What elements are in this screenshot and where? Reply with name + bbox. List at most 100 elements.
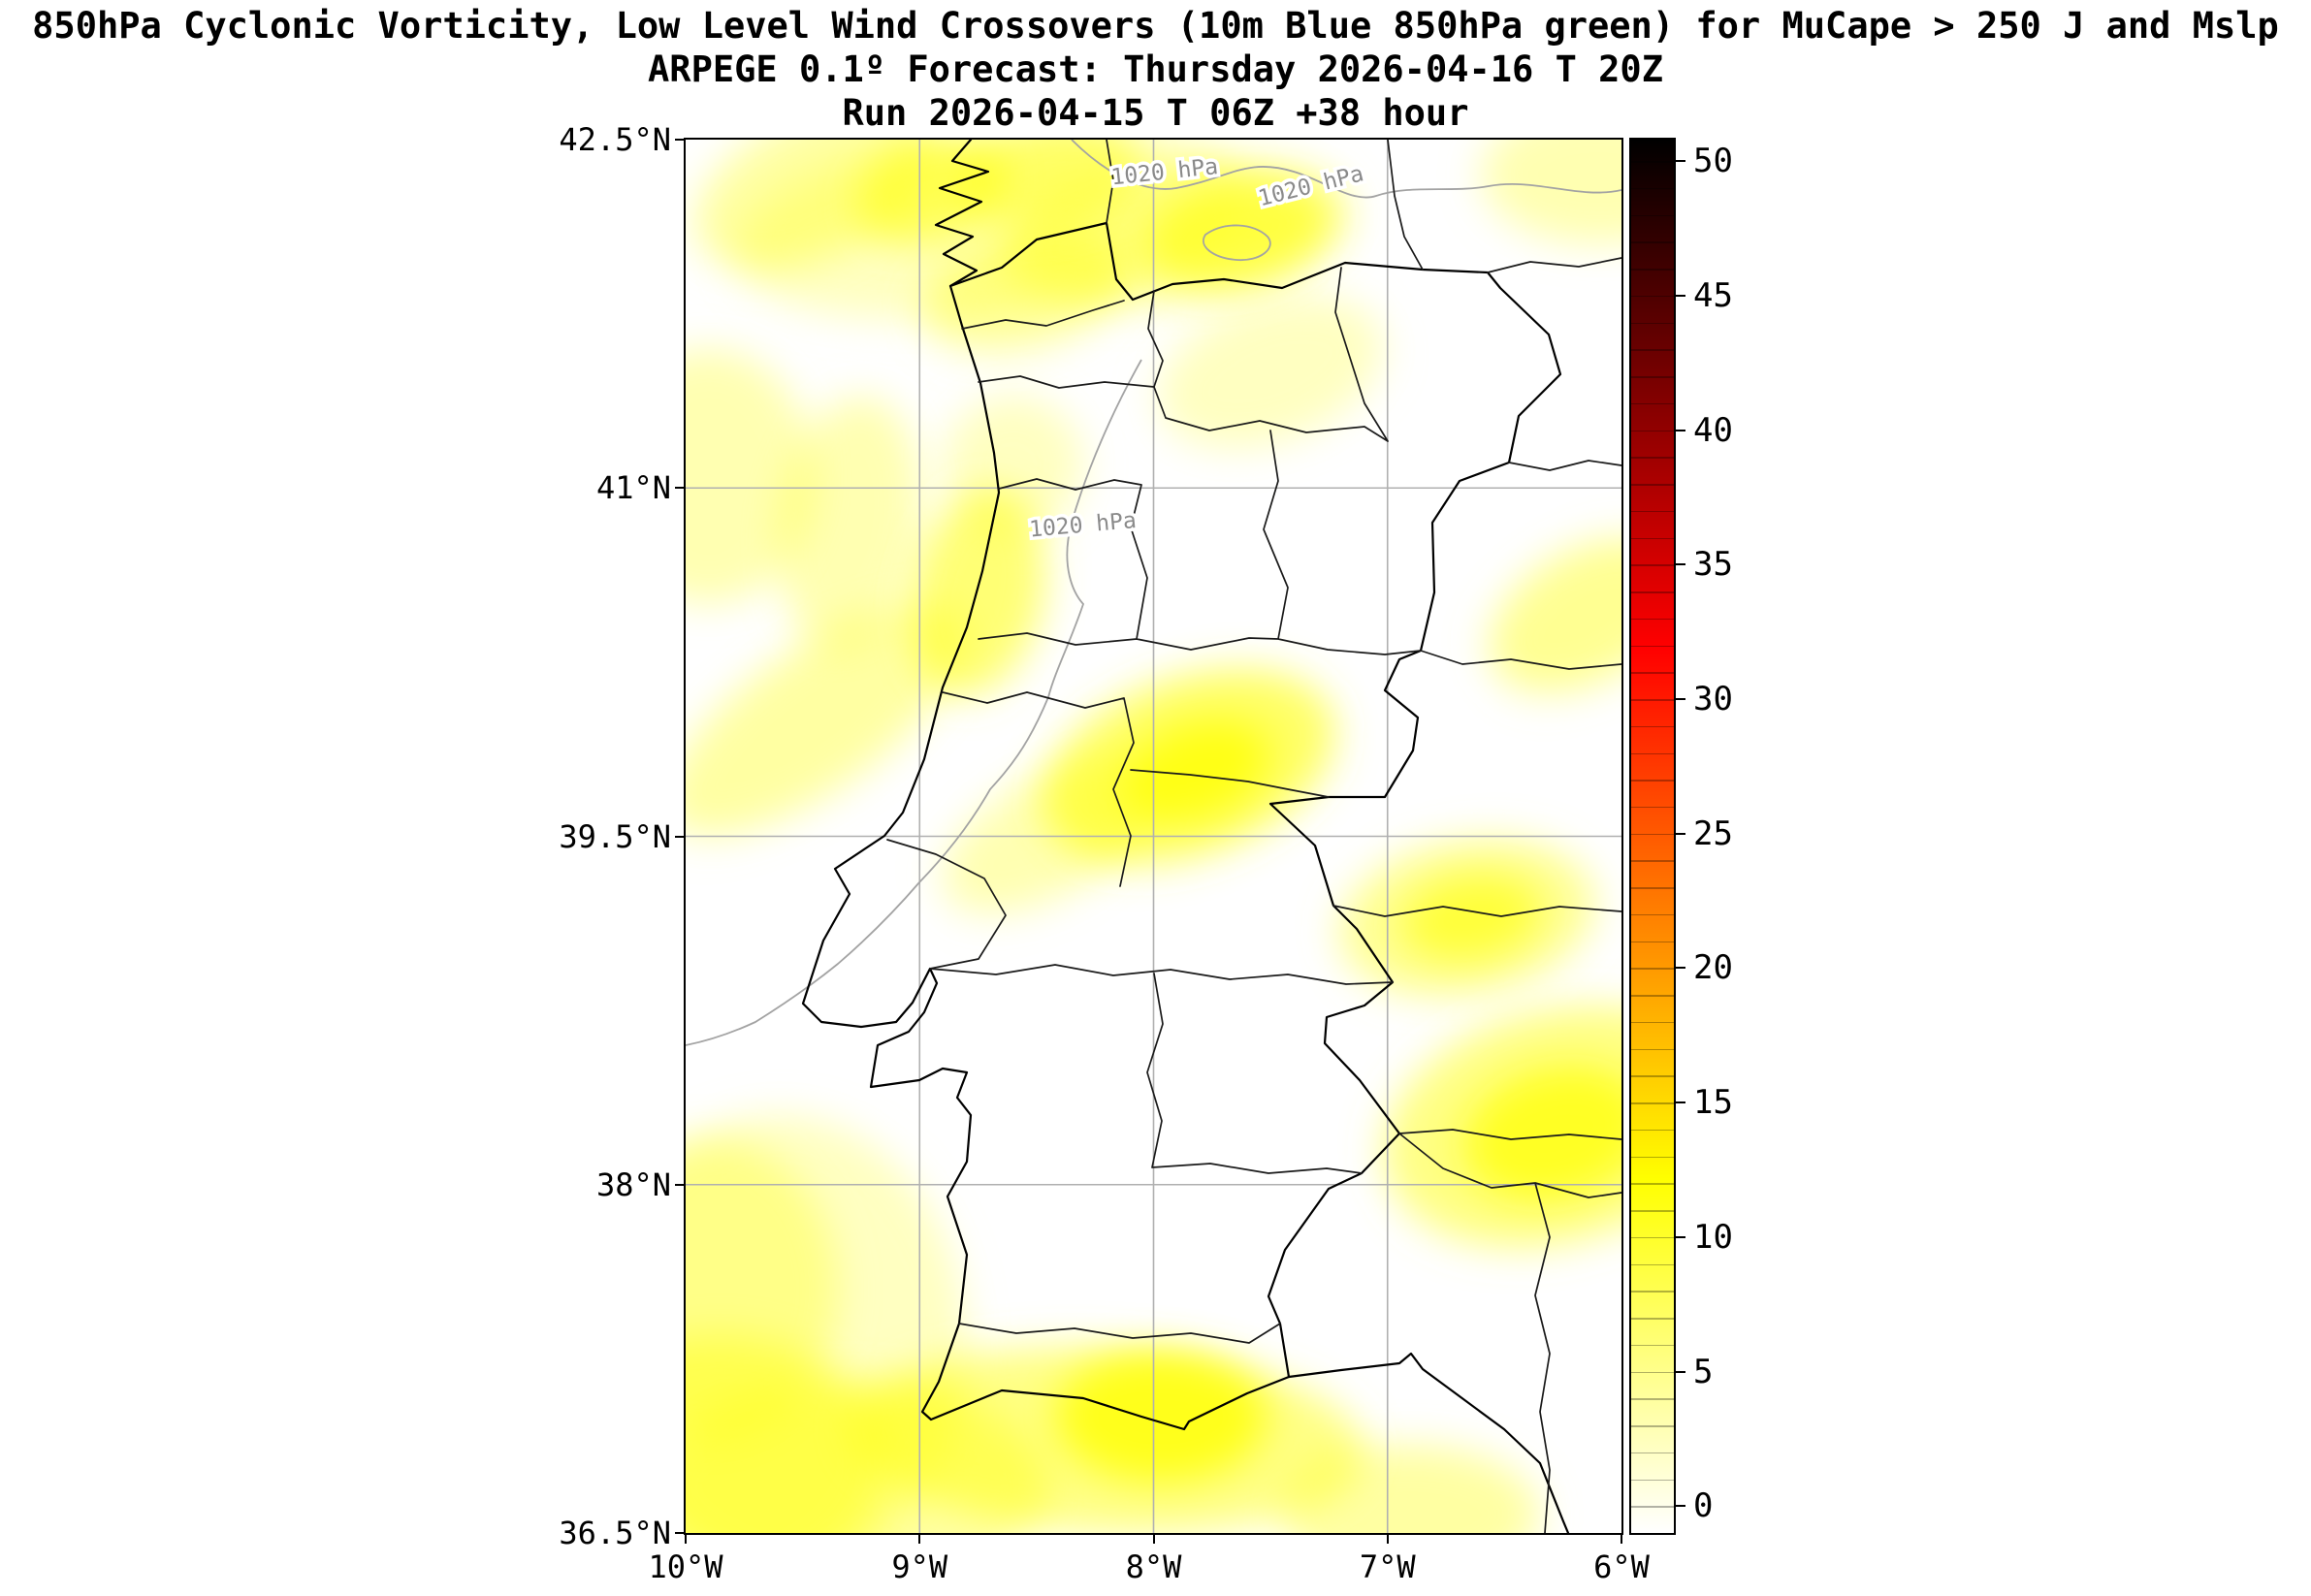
colorbar-level-line — [1631, 1129, 1674, 1132]
colorbar-level-line — [1631, 1021, 1674, 1024]
colorbar-level-line — [1631, 269, 1674, 271]
lat-lon-gridlines — [686, 140, 1621, 1533]
colorbar-tick-label: 45 — [1693, 275, 1733, 315]
mslp-isobar-lines — [686, 140, 1621, 1046]
x-axis-tick — [1621, 1535, 1622, 1544]
vorticity-cell — [856, 140, 1007, 246]
colorbar-tick-label: 25 — [1693, 814, 1733, 853]
vorticity-cell — [686, 604, 964, 837]
colorbar-level-line — [1631, 1236, 1674, 1239]
colorbar-level-line — [1631, 322, 1674, 325]
colorbar-tick-label: 5 — [1693, 1352, 1714, 1391]
coastline — [801, 140, 1570, 1533]
figure-title-line3: Run 2026-04-15 T 06Z +38 hour — [842, 92, 1469, 134]
colorbar-tick-label: 35 — [1693, 545, 1733, 585]
colorbar-level-line — [1631, 968, 1674, 970]
vorticity-cell — [1401, 875, 1542, 961]
colorbar-level-line — [1631, 913, 1674, 916]
colorbar-level-line — [1631, 752, 1674, 754]
colorbar-level-line — [1631, 1371, 1674, 1374]
vorticity-shading-layer — [686, 140, 1621, 1533]
map-plot-area: 1020 hPa 1020 hPa 1020 hPa — [684, 138, 1623, 1535]
colorbar-gradient — [1631, 140, 1674, 1533]
colorbar-level-line — [1631, 187, 1674, 190]
colorbar-level-line — [1631, 806, 1674, 809]
colorbar-level-line — [1631, 1048, 1674, 1051]
colorbar-level-line — [1631, 457, 1674, 459]
vorticity-cell — [1121, 719, 1270, 823]
vorticity-cell — [1055, 1352, 1267, 1483]
colorbar-level-line — [1631, 376, 1674, 378]
colorbar-level-line — [1631, 1506, 1674, 1508]
x-axis-tick — [1152, 1535, 1155, 1544]
x-axis-tick — [685, 1535, 687, 1544]
y-axis-tick-label: 42.5°N — [559, 121, 671, 158]
colorbar-tick — [1676, 1101, 1685, 1104]
figure-title-line2: ARPEGE 0.1º Forecast: Thursday 2026-04-1… — [648, 48, 1663, 90]
colorbar-level-line — [1631, 1291, 1674, 1293]
admin-boundaries — [801, 140, 1621, 1533]
y-axis-tick-label: 38°N — [595, 1165, 671, 1203]
y-axis-tick — [675, 835, 684, 838]
colorbar-tick — [1676, 967, 1685, 970]
colorbar-tick-label: 40 — [1693, 410, 1733, 450]
vorticity-cell — [910, 489, 1046, 696]
colorbar-level-line — [1631, 1156, 1674, 1159]
y-axis-tick — [675, 1183, 684, 1186]
isobar-1020-west — [686, 359, 1142, 1046]
colorbar-tick — [1676, 1235, 1685, 1238]
colorbar-level-line — [1631, 1075, 1674, 1077]
colorbar-level-line — [1631, 860, 1674, 862]
colorbar-level-line — [1631, 1398, 1674, 1400]
y-axis-tick — [675, 487, 684, 490]
y-axis-tick — [675, 1532, 684, 1534]
colorbar-tick — [1676, 160, 1685, 163]
colorbar-level-line — [1631, 1452, 1674, 1454]
colorbar-tick-label: 30 — [1693, 680, 1733, 719]
figure-title-block: 850hPa Cyclonic Vorticity, Low Level Win… — [0, 4, 2311, 135]
colorbar-level-line — [1631, 1102, 1674, 1104]
colorbar-tick-label: 15 — [1693, 1083, 1733, 1123]
y-axis-tick — [675, 139, 684, 141]
portugal-spain-border — [948, 221, 1562, 1379]
colorbar-level-line — [1631, 1344, 1674, 1347]
vorticity-cell — [1145, 178, 1331, 287]
x-axis-tick-label: 8°W — [1125, 1548, 1182, 1585]
vorticity-cell — [1481, 140, 1621, 244]
colorbar-level-line — [1631, 1210, 1674, 1212]
vorticity-cell — [1489, 538, 1621, 693]
colorbar-tick — [1676, 1505, 1685, 1508]
colorbar-tick — [1676, 294, 1685, 297]
colorbar-level-line — [1631, 618, 1674, 621]
colorbar-level-line — [1631, 699, 1674, 701]
colorbar-tick — [1676, 832, 1685, 835]
vorticity-cell — [1158, 295, 1384, 449]
colorbar-level-line — [1631, 1263, 1674, 1266]
colorbar-tick — [1676, 698, 1685, 701]
colorbar-level-line — [1631, 887, 1674, 889]
vorticity-cell — [921, 228, 1128, 353]
x-axis-tick — [1386, 1535, 1389, 1544]
colorbar-level-line — [1631, 295, 1674, 298]
colorbar-level-line — [1631, 430, 1674, 432]
colorbar-level-line — [1631, 591, 1674, 593]
colorbar-tick — [1676, 1370, 1685, 1373]
colorbar-level-line — [1631, 672, 1674, 674]
colorbar-level-line — [1631, 1183, 1674, 1185]
colorbar-level-line — [1631, 995, 1674, 997]
colorbar-level-line — [1631, 564, 1674, 566]
isobar-1020-loop — [1203, 224, 1271, 261]
colorbar — [1629, 138, 1676, 1535]
colorbar-tick — [1676, 429, 1685, 431]
x-axis-tick-label: 7°W — [1359, 1548, 1416, 1585]
colorbar-level-line — [1631, 1479, 1674, 1482]
colorbar-level-line — [1631, 241, 1674, 243]
colorbar-tick — [1676, 563, 1685, 566]
colorbar-level-line — [1631, 1318, 1674, 1320]
vorticity-cell — [777, 396, 921, 651]
colorbar-level-line — [1631, 941, 1674, 943]
colorbar-level-line — [1631, 833, 1674, 836]
x-axis-tick — [918, 1535, 921, 1544]
province-boundaries-spain — [1106, 140, 1621, 1533]
